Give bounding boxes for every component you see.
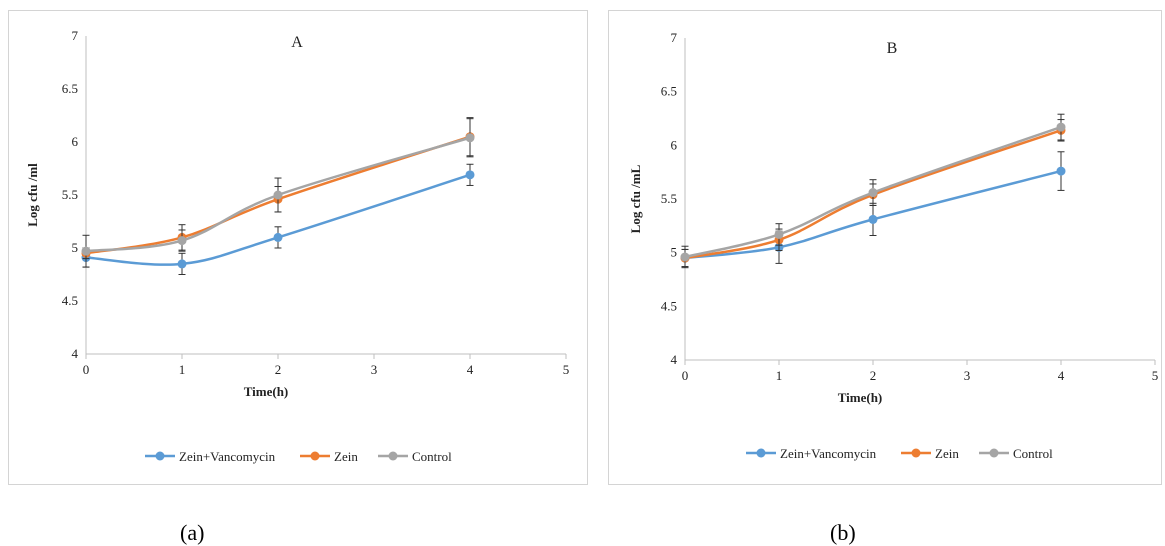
series-line-1: [684, 129, 1062, 260]
x-tick-label: 0: [682, 368, 689, 383]
y-tick-label: 4.5: [661, 298, 677, 313]
legend-label: Zein+Vancomycin: [179, 449, 276, 464]
y-tick-label: 5: [671, 245, 678, 260]
y-axis-label: Log cfu /ml: [25, 163, 40, 227]
data-point: [774, 229, 784, 239]
x-tick-label: 2: [870, 368, 877, 383]
series-line-0: [684, 169, 1062, 260]
x-tick-label: 1: [776, 368, 783, 383]
x-tick-label: 0: [83, 362, 90, 377]
caption-a: (a): [180, 520, 205, 545]
legend-label: Zein: [935, 446, 959, 461]
legend-marker: [989, 448, 999, 458]
y-tick-label: 4: [72, 346, 79, 361]
y-tick-label: 7: [72, 28, 79, 43]
y-tick-label: 7: [671, 30, 678, 45]
chart-panel-b: 0 1 2 3 4 5 4 4.5 5 5.5 6 6.5 7 B Time(h) Log cfu /mL Ze…: [608, 10, 1162, 485]
x-tick-label: 5: [1152, 368, 1159, 383]
data-point: [868, 188, 878, 198]
legend-marker: [310, 451, 320, 461]
y-tick-label: 6: [72, 134, 79, 149]
x-axis-label: Time(h): [244, 384, 289, 399]
x-tick-label: 3: [371, 362, 378, 377]
data-point: [1056, 122, 1066, 132]
data-point: [868, 214, 878, 224]
caption-b: (b): [830, 520, 856, 545]
y-tick-label: 4: [671, 352, 678, 367]
data-point: [680, 252, 690, 262]
x-tick-label: 1: [179, 362, 186, 377]
data-point: [465, 133, 475, 143]
chart-title: B: [887, 40, 898, 57]
x-tick-label: 2: [275, 362, 282, 377]
legend-label: Zein: [334, 449, 358, 464]
data-point: [273, 190, 283, 200]
x-tick-label: 4: [1058, 368, 1065, 383]
legend-marker: [388, 451, 398, 461]
y-tick-label: 5.5: [62, 187, 78, 202]
legend-label: Control: [1013, 446, 1053, 461]
legend-marker: [155, 451, 165, 461]
chart-b: 0 1 2 3 4 5 4 4.5 5 5.5 6 6.5 7 B Time(h) Log cfu /mL Ze…: [628, 30, 1159, 461]
series-line-2: [85, 136, 471, 253]
chart-a: 0 1 2 3 4 5 4 4.5 5 5.5 6 6.5 7 A Time(h) Log cfu /ml Ze…: [25, 28, 570, 464]
x-tick-label: 4: [467, 362, 474, 377]
y-tick-label: 6.5: [661, 84, 677, 99]
y-tick-label: 6.5: [62, 81, 78, 96]
data-point: [177, 259, 187, 269]
data-point: [177, 236, 187, 246]
data-point: [81, 246, 91, 256]
series-line-2: [684, 125, 1062, 259]
y-tick-label: 5: [72, 240, 79, 255]
chart-panel-a: 0 1 2 3 4 5 4 4.5 5 5.5 6 6.5 7 A Time(h) Log cfu /ml Ze…: [8, 10, 588, 485]
data-point: [1056, 166, 1066, 176]
legend-marker: [911, 448, 921, 458]
y-tick-label: 6: [671, 137, 678, 152]
x-tick-label: 3: [964, 368, 971, 383]
x-tick-label: 5: [563, 362, 570, 377]
data-point: [273, 232, 283, 242]
x-axis-label: Time(h): [838, 390, 883, 405]
legend-marker: [756, 448, 766, 458]
legend-label: Zein+Vancomycin: [780, 446, 877, 461]
y-tick-label: 5.5: [661, 191, 677, 206]
chart-title: A: [291, 34, 303, 51]
y-tick-label: 4.5: [62, 293, 78, 308]
legend-label: Control: [412, 449, 452, 464]
y-axis-label: Log cfu /mL: [628, 164, 643, 233]
data-point: [465, 170, 475, 180]
series-line-0: [85, 173, 471, 266]
